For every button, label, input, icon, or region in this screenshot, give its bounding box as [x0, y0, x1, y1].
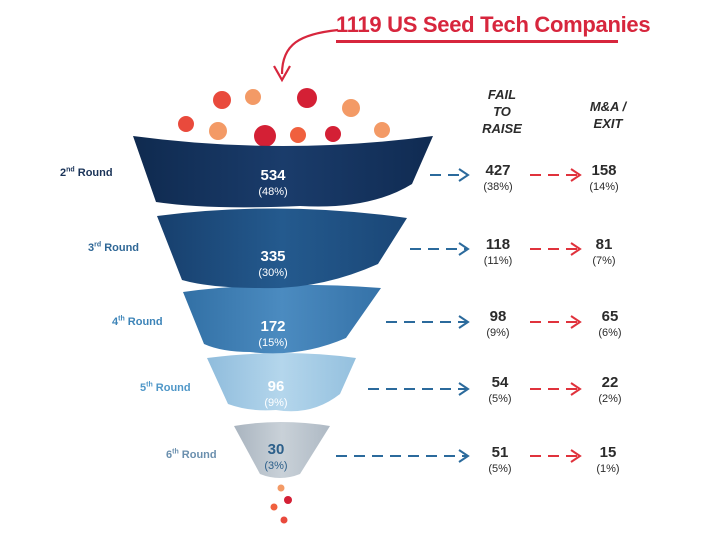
round-label-6th: 6th Round: [166, 448, 217, 461]
exit-value-3rd: 81 (7%): [574, 236, 634, 268]
exit-percent: (1%): [596, 463, 620, 475]
stage-value-2nd: 534 (48%): [233, 167, 313, 199]
fail-percent: (9%): [486, 327, 510, 339]
exit-arrow-3rd: [530, 242, 582, 256]
exit-count: 15: [599, 444, 617, 461]
title-underline: [336, 40, 618, 43]
fail-value-2nd: 427 (38%): [468, 162, 528, 194]
stage-value-4th: 172 (15%): [233, 318, 313, 350]
round-word: Round: [77, 167, 113, 179]
stage-percent: (3%): [264, 460, 288, 472]
exit-column-header: M&A / EXIT: [578, 98, 638, 132]
exit-count: 81: [595, 236, 613, 253]
round-number: 5: [140, 382, 147, 394]
exit-header-line-1: M&A /: [589, 99, 627, 114]
stage-value-5th: 96 (9%): [236, 378, 316, 410]
exit-dots: [270, 484, 292, 524]
page-title: 1119 US Seed Tech Companies: [336, 12, 651, 37]
stage-percent: (9%): [264, 397, 288, 409]
fail-column-header: FAIL TO RAISE: [478, 86, 526, 137]
round-label-5th: 5th Round: [140, 381, 191, 394]
round-word: Round: [127, 316, 163, 328]
stage-count: 96: [267, 378, 285, 395]
company-dots: [178, 88, 390, 147]
round-ordinal: th: [172, 448, 179, 456]
fail-count: 427: [485, 162, 511, 179]
fail-count: 54: [491, 374, 509, 391]
exit-header-line-2: EXIT: [593, 116, 623, 131]
round-word: Round: [155, 382, 191, 394]
funnel-band-6: [234, 422, 330, 478]
exit-arrow-4th: [530, 315, 582, 329]
fail-value-3rd: 118 (11%): [468, 236, 528, 268]
fail-value-5th: 54 (5%): [470, 374, 530, 406]
exit-arrow-5th: [530, 382, 582, 396]
title-pointer-arrowhead: [273, 65, 291, 83]
round-number: 6: [166, 449, 173, 461]
fail-percent: (11%): [483, 255, 513, 267]
exit-percent: (14%): [589, 181, 619, 193]
fail-count: 98: [489, 308, 507, 325]
title-pointer-arrow: [280, 28, 339, 75]
fail-arrow-4th: [386, 315, 470, 329]
stage-percent: (48%): [258, 186, 288, 198]
fail-count: 51: [491, 444, 509, 461]
funnel-band-5: [207, 353, 356, 412]
exit-value-4th: 65 (6%): [580, 308, 640, 340]
fail-arrow-6th: [336, 449, 470, 463]
exit-value-6th: 15 (1%): [578, 444, 638, 476]
exit-value-2nd: 158 (14%): [574, 162, 634, 194]
stage-count: 335: [260, 248, 286, 265]
round-number: 4: [112, 316, 119, 328]
funnel-band-4: [183, 284, 381, 354]
stage-percent: (15%): [258, 337, 288, 349]
fail-percent: (38%): [483, 181, 513, 193]
exit-count: 158: [591, 162, 617, 179]
round-ordinal: th: [146, 381, 153, 389]
exit-value-5th: 22 (2%): [580, 374, 640, 406]
exit-percent: (6%): [598, 327, 622, 339]
stage-percent: (30%): [258, 267, 288, 279]
exit-count: 22: [601, 374, 619, 391]
round-word: Round: [104, 242, 140, 254]
stage-value-6th: 30 (3%): [236, 441, 316, 473]
funnel-band-2: [133, 136, 433, 208]
fail-arrow-3rd: [410, 242, 470, 256]
exit-percent: (7%): [592, 255, 616, 267]
fail-header-line-2: TO: [493, 104, 511, 119]
fail-arrow-5th: [368, 382, 470, 396]
round-label-2nd: 2nd Round: [60, 166, 113, 179]
exit-arrow-2nd: [530, 168, 582, 182]
round-number: 3: [88, 242, 95, 254]
round-label-3rd: 3rd Round: [88, 241, 140, 254]
fail-header-line-3: RAISE: [482, 121, 522, 136]
exit-arrow-6th: [530, 449, 582, 463]
round-ordinal: th: [118, 315, 125, 323]
funnel-band-3: [157, 208, 407, 289]
fail-percent: (5%): [488, 393, 512, 405]
stage-count: 30: [267, 441, 285, 458]
round-number: 2: [60, 167, 67, 179]
fail-value-6th: 51 (5%): [470, 444, 530, 476]
stage-value-3rd: 335 (30%): [233, 248, 313, 280]
round-label-4th: 4th Round: [112, 315, 163, 328]
fail-arrow-2nd: [430, 168, 470, 182]
stage-count: 172: [260, 318, 286, 335]
round-ordinal: rd: [94, 241, 102, 249]
fail-count: 118: [485, 236, 511, 253]
fail-value-4th: 98 (9%): [468, 308, 528, 340]
round-ordinal: nd: [66, 166, 75, 174]
fail-header-line-1: FAIL: [487, 87, 517, 102]
stage-count: 534: [260, 167, 286, 184]
exit-percent: (2%): [598, 393, 622, 405]
round-word: Round: [181, 449, 217, 461]
exit-count: 65: [601, 308, 619, 325]
fail-percent: (5%): [488, 463, 512, 475]
